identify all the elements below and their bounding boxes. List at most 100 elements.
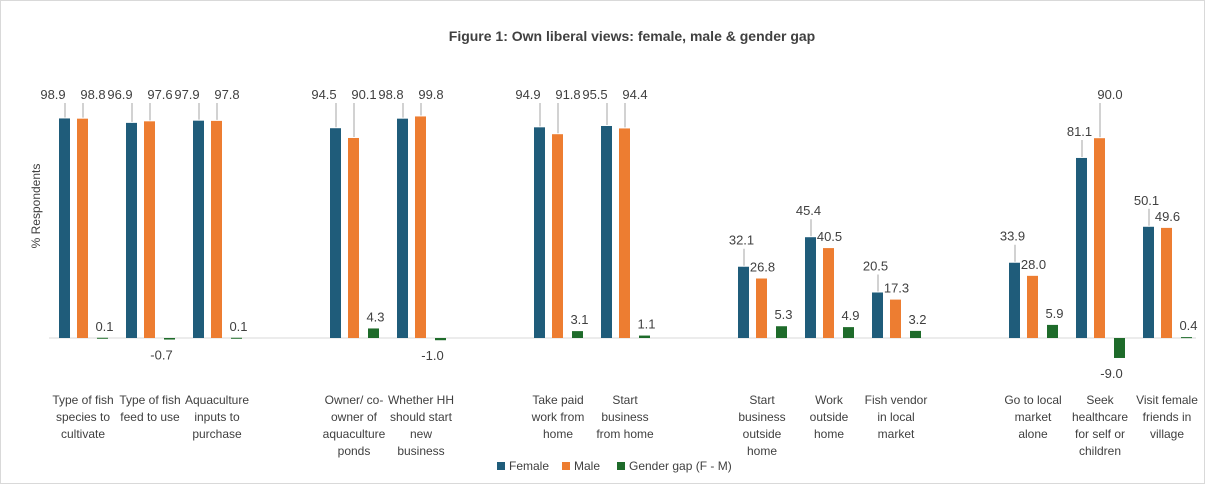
bar-female-go-to-local-market-alone [1009,262,1020,338]
bar-male-fish-vendor-in-local-market [890,299,901,338]
data-label-male-start-business-from-home: 94.4 [622,87,647,102]
bar-female-start-business-from-home [601,125,612,339]
legend-swatch-gap [617,462,625,470]
data-label-gap-visit-female-friends-in-village: 0.4 [1179,318,1197,333]
legend-label-gap: Gender gap (F - M) [629,459,732,473]
data-label-male-aquaculture-inputs-to-purchase: 97.8 [214,87,239,102]
bar-female-visit-female-friends-in-village [1143,226,1154,338]
data-label-female-work-outside-home: 45.4 [796,203,821,218]
data-label-male-type-of-fish-species-to-cultivate: 98.8 [80,87,105,102]
category-label-work-outside-home: Work outside home [810,393,849,441]
bar-male-type-of-fish-species-to-cultivate [77,118,88,338]
bar-male-type-of-fish-feed-to-use [144,121,155,338]
bar-gap-go-to-local-market-alone [1047,324,1058,338]
bar-male-start-business-outside-home [756,278,767,338]
bar-female-owner-co-owner-of-aquaculture-ponds [330,128,341,338]
legend-swatch-male [562,462,570,470]
bar-female-start-business-outside-home [738,266,749,338]
data-label-female-fish-vendor-in-local-market: 20.5 [863,258,888,273]
category-label-go-to-local-market-alone: Go to local market alone [1004,393,1061,441]
data-label-male-work-outside-home: 40.5 [817,229,842,244]
bar-gap-take-paid-work-from-home [572,331,583,338]
bar-male-seek-healthcare-for-self-or-children [1094,138,1105,338]
data-label-male-seek-healthcare-for-self-or-children: 90.0 [1097,87,1122,102]
legend-swatch-female [497,462,505,470]
bar-female-type-of-fish-species-to-cultivate [59,118,70,338]
data-label-male-visit-female-friends-in-village: 49.6 [1155,209,1180,224]
category-label-take-paid-work-from-home: Take paid work from home [531,393,585,441]
bar-male-go-to-local-market-alone [1027,275,1038,338]
data-label-gap-work-outside-home: 4.9 [841,308,859,323]
data-label-gap-owner-co-owner-of-aquaculture-ponds: 4.3 [366,309,384,324]
category-label-owner-co-owner-of-aquaculture-ponds: Owner/ co-owner of aquaculture ponds [323,393,386,458]
bar-male-whether-hh-should-start-new-business [415,116,426,338]
bar-gap-start-business-from-home [639,335,650,338]
bar-male-owner-co-owner-of-aquaculture-ponds [348,137,359,338]
bar-gap-aquaculture-inputs-to-purchase [231,337,242,339]
bar-female-seek-healthcare-for-self-or-children [1076,157,1087,338]
bar-female-whether-hh-should-start-new-business [397,118,408,338]
data-label-gap-go-to-local-market-alone: 5.9 [1045,306,1063,321]
bar-male-start-business-from-home [619,128,630,338]
bar-gap-fish-vendor-in-local-market [910,330,921,338]
bar-female-take-paid-work-from-home [534,127,545,339]
bar-female-work-outside-home [805,237,816,338]
data-label-male-whether-hh-should-start-new-business: 99.8 [418,87,443,102]
data-label-female-take-paid-work-from-home: 94.9 [515,87,540,102]
bar-male-work-outside-home [823,248,834,338]
legend-label-male: Male [574,459,600,473]
data-label-gap-type-of-fish-species-to-cultivate: 0.1 [95,319,113,334]
data-label-male-take-paid-work-from-home: 91.8 [555,87,580,102]
data-label-female-whether-hh-should-start-new-business: 98.8 [378,87,403,102]
bar-gap-type-of-fish-feed-to-use [164,338,175,340]
data-label-female-aquaculture-inputs-to-purchase: 97.9 [174,87,199,102]
bar-gap-owner-co-owner-of-aquaculture-ponds [368,328,379,338]
category-label-fish-vendor-in-local-market: Fish vendor in local market [865,393,928,441]
category-label-visit-female-friends-in-village: Visit female friends in village [1136,393,1198,441]
bar-gap-seek-healthcare-for-self-or-children [1114,338,1125,358]
bar-female-aquaculture-inputs-to-purchase [193,120,204,338]
data-label-gap-take-paid-work-from-home: 3.1 [570,312,588,327]
data-label-gap-seek-healthcare-for-self-or-children: -9.0 [1100,366,1122,381]
data-label-male-fish-vendor-in-local-market: 17.3 [884,281,909,296]
data-label-female-type-of-fish-feed-to-use: 96.9 [107,87,132,102]
category-label-aquaculture-inputs-to-purchase: Aquaculture inputs to purchase [185,393,249,441]
bar-male-aquaculture-inputs-to-purchase [211,120,222,338]
data-label-gap-type-of-fish-feed-to-use: -0.7 [150,348,172,363]
data-label-male-go-to-local-market-alone: 28.0 [1021,257,1046,272]
data-label-female-start-business-outside-home: 32.1 [729,233,754,248]
bar-female-fish-vendor-in-local-market [872,292,883,338]
category-label-whether-hh-should-start-new-business: Whether HH should start new business [388,393,454,458]
bar-gap-type-of-fish-species-to-cultivate [97,337,108,339]
category-label-start-business-from-home: Start business from home [596,393,654,441]
bar-gap-start-business-outside-home [776,326,787,338]
bar-gap-work-outside-home [843,327,854,338]
data-label-female-visit-female-friends-in-village: 50.1 [1134,193,1159,208]
data-label-female-seek-healthcare-for-self-or-children: 81.1 [1067,124,1092,139]
data-label-male-type-of-fish-feed-to-use: 97.6 [147,87,172,102]
bar-male-take-paid-work-from-home [552,134,563,338]
category-label-start-business-outside-home: Start business outside home [738,393,785,458]
y-axis-label: % Respondents [29,164,43,249]
category-label-seek-healthcare-for-self-or-children: Seek healthcare for self or children [1072,393,1128,458]
data-label-gap-fish-vendor-in-local-market: 3.2 [908,312,926,327]
data-label-female-owner-co-owner-of-aquaculture-ponds: 94.5 [311,87,336,102]
data-label-gap-aquaculture-inputs-to-purchase: 0.1 [229,319,247,334]
legend: Female Male Gender gap (F - M) [497,459,732,473]
data-label-male-owner-co-owner-of-aquaculture-ponds: 90.1 [351,87,376,102]
bar-male-visit-female-friends-in-village [1161,227,1172,338]
data-label-female-type-of-fish-species-to-cultivate: 98.9 [40,87,65,102]
bar-gap-whether-hh-should-start-new-business [435,338,446,341]
data-label-gap-start-business-from-home: 1.1 [637,317,655,332]
data-label-female-go-to-local-market-alone: 33.9 [1000,229,1025,244]
bar-female-type-of-fish-feed-to-use [126,122,137,339]
chart-title: Figure 1: Own liberal views: female, mal… [449,28,815,44]
category-label-type-of-fish-feed-to-use: Type of fish feed to use [119,393,180,424]
legend-label-female: Female [509,459,549,473]
data-label-male-start-business-outside-home: 26.8 [750,260,775,275]
bar-gap-visit-female-friends-in-village [1181,337,1192,339]
plot-area: 98.9 98.8 0.1 Type of fish species to cultiva… [40,87,1198,458]
data-label-female-start-business-from-home: 95.5 [582,87,607,102]
